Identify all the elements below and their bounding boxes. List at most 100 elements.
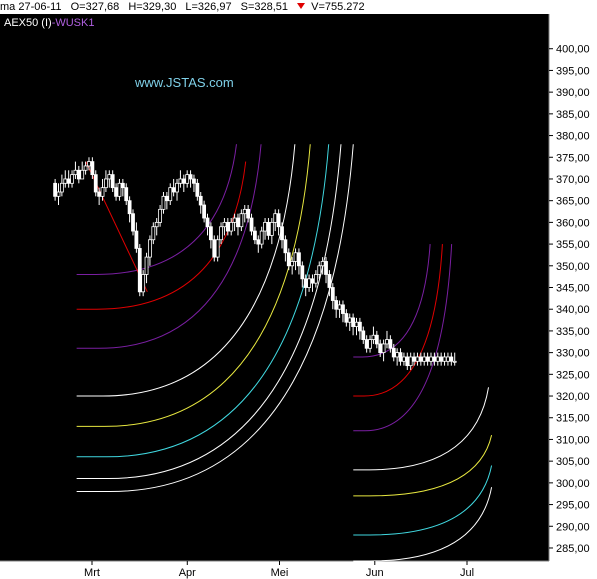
candle-body	[148, 239, 152, 258]
candle-body	[107, 174, 112, 180]
candle-body	[229, 221, 234, 232]
candle-body	[452, 360, 457, 363]
y-tick-label: 355,00	[556, 239, 590, 251]
candle-body	[202, 204, 207, 219]
candle-body	[168, 187, 173, 202]
y-tick-label: 335,00	[556, 326, 590, 338]
candle-body	[154, 221, 159, 228]
instrument-label: AEX50 (I)-WUSK1	[4, 17, 94, 29]
candle-body	[158, 208, 162, 223]
arc-line	[353, 387, 490, 471]
arc-line	[76, 144, 354, 493]
candle-body	[286, 252, 291, 267]
candle-body	[127, 200, 132, 215]
candle-body	[76, 169, 81, 180]
candle-body	[188, 174, 193, 180]
candle-body	[192, 178, 196, 184]
arc-line	[76, 144, 262, 349]
header-date: ma 27-06-11	[0, 1, 62, 13]
candle-body	[205, 217, 210, 228]
y-tick-label: 340,00	[556, 304, 590, 316]
candle-body	[405, 356, 410, 367]
y-tick-label: 285,00	[556, 543, 590, 555]
y-tick-label: 385,00	[556, 109, 590, 121]
candle-body	[144, 256, 149, 275]
down-arrow-icon	[297, 3, 306, 9]
candle-body	[412, 356, 416, 362]
candle-body	[273, 213, 278, 223]
candle-body	[80, 169, 85, 180]
candle-body	[381, 343, 386, 354]
y-tick-label: 380,00	[556, 131, 590, 143]
candle-body	[253, 230, 257, 241]
candle-body	[398, 352, 403, 362]
y-axis: 400,00 395,00 390,00 385,00 380,00 375,00 370,…	[549, 44, 590, 555]
y-tick-label: 360,00	[556, 217, 590, 229]
candle-body	[90, 161, 95, 176]
candle-body	[171, 187, 176, 193]
candle-body	[313, 274, 318, 284]
candle-body	[280, 226, 284, 241]
x-tick-label: Jun	[366, 567, 384, 579]
plot-background	[0, 14, 549, 561]
candle-body	[425, 356, 430, 362]
candle-body	[66, 178, 71, 184]
candle-body	[408, 356, 413, 367]
arc-line	[353, 244, 431, 358]
y-tick-label: 375,00	[556, 152, 590, 164]
candle-body	[361, 330, 366, 340]
price-chart: 400,00 395,00 390,00 385,00 380,00 375,00 370,…	[0, 14, 590, 579]
arc-line	[353, 244, 443, 397]
y-tick-label: 315,00	[556, 413, 590, 425]
arc-line	[353, 434, 493, 497]
candle-body	[110, 174, 115, 189]
x-tick-label: Mrt	[84, 567, 100, 579]
header-open: O=327,68	[70, 1, 120, 13]
candle-body	[293, 252, 298, 262]
candle-body	[70, 174, 74, 184]
candle-body	[429, 356, 433, 362]
candle-body	[120, 182, 125, 189]
candle-body	[198, 195, 203, 206]
candle-body	[439, 356, 444, 362]
y-tick-label: 290,00	[556, 521, 590, 533]
candle-body	[175, 182, 179, 193]
candle-body	[87, 161, 91, 167]
y-tick-label: 400,00	[556, 44, 590, 56]
x-tick-label: Apr	[179, 567, 196, 579]
candle-body	[334, 300, 339, 310]
candle-body	[435, 356, 440, 362]
candle-body	[368, 339, 372, 349]
candle-body	[178, 178, 183, 184]
candle-body	[225, 221, 230, 232]
candle-body	[185, 174, 190, 184]
candlestick-series	[53, 157, 457, 370]
watermark: www.JSTAS.com	[134, 75, 234, 90]
candle-body	[344, 313, 349, 323]
arc-line	[76, 144, 237, 275]
candle-body	[104, 178, 108, 189]
arc-line	[353, 244, 453, 432]
candle-body	[141, 274, 146, 293]
arc-lines	[76, 144, 493, 562]
candle-body	[161, 195, 166, 210]
candle-body	[164, 195, 169, 202]
candle-body	[418, 356, 423, 362]
candle-body	[181, 178, 186, 184]
candle-body	[283, 239, 288, 254]
candle-body	[219, 226, 223, 241]
x-axis: Mrt Apr Mei Jun Jul	[84, 561, 474, 579]
candle-body	[100, 187, 105, 197]
candle-body	[215, 239, 220, 258]
candle-body	[249, 217, 254, 232]
candle-body	[97, 191, 102, 197]
candle-body	[114, 187, 118, 197]
candle-body	[351, 317, 356, 327]
arc-line	[76, 144, 311, 427]
header-low: L=326,97	[185, 1, 232, 13]
candle-body	[83, 165, 88, 171]
candle-body	[151, 226, 156, 241]
y-tick-label: 370,00	[556, 174, 590, 186]
candle-body	[131, 213, 135, 232]
candle-body	[402, 356, 406, 362]
